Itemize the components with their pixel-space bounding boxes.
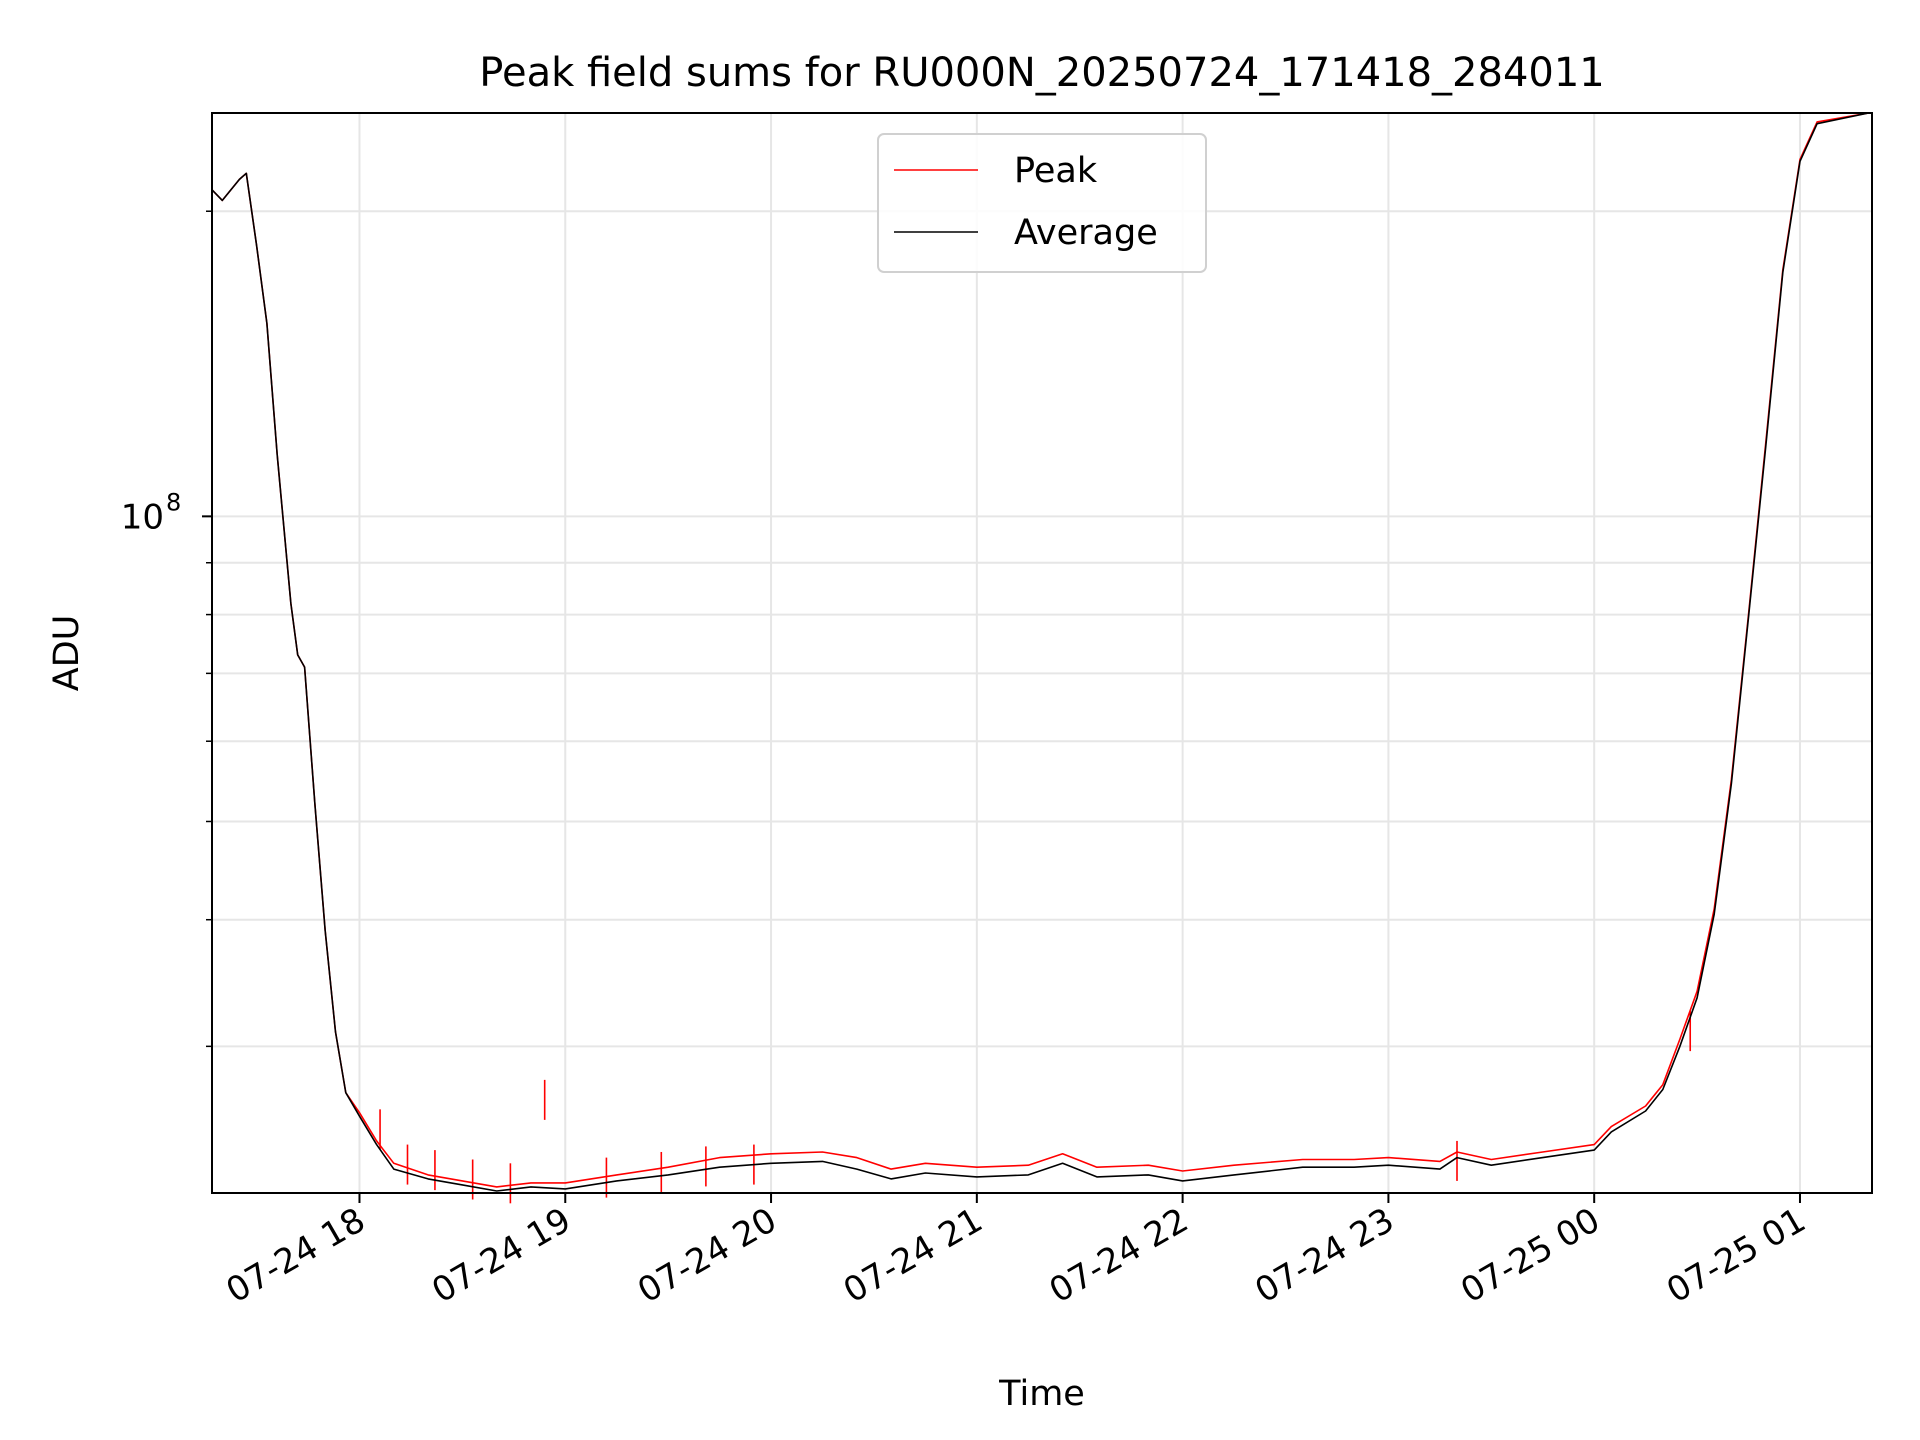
y-tick-exponent: 8	[166, 488, 181, 516]
plot-area	[211, 112, 1869, 1204]
legend: Peak Average	[877, 133, 1207, 273]
legend-label-average: Average	[1014, 213, 1158, 253]
chart-title: Peak field sums for RU000N_20250724_1714…	[479, 50, 1604, 96]
plot-frame	[211, 112, 1873, 1194]
y-axis-label: ADU	[47, 615, 87, 692]
legend-label-peak: Peak	[1014, 151, 1098, 191]
x-axis-label: Time	[998, 1374, 1085, 1414]
series-line-average	[211, 112, 1869, 1192]
grid	[212, 113, 1872, 1193]
y-tick-label: 10	[121, 497, 164, 537]
legend-box	[877, 133, 1207, 273]
